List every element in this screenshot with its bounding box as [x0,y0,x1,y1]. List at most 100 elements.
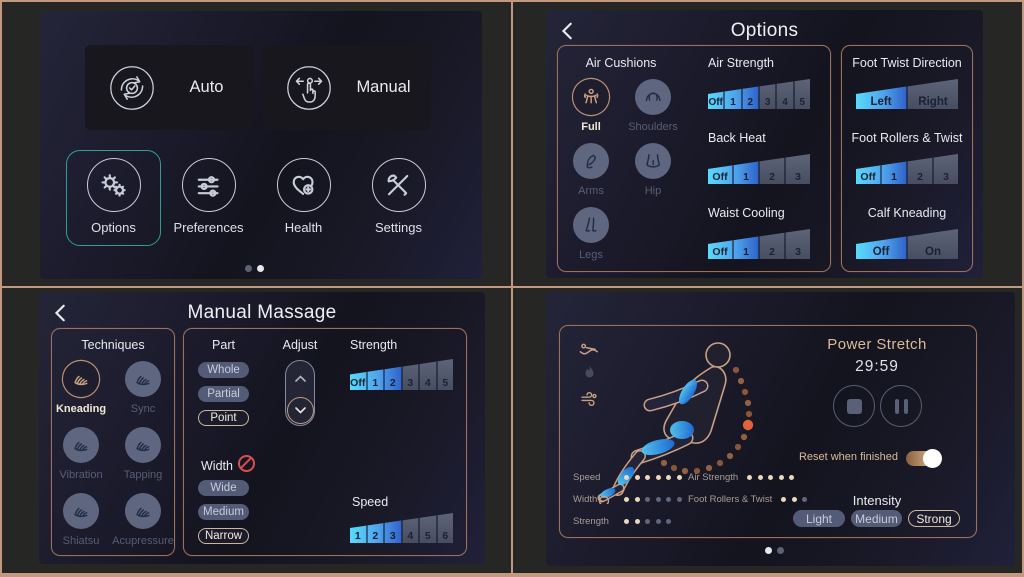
selector-item-label: Acupressure [112,535,174,547]
pause-button[interactable] [880,385,922,427]
slider-segment-2[interactable]: 2 [743,79,760,109]
slider-segment-4[interactable]: 4 [420,359,438,390]
selector-item-full[interactable]: Full [573,79,609,133]
slider-segment-5[interactable]: 5 [799,97,806,108]
slider-segment-2[interactable]: 2 [385,359,403,390]
status-dot-dim [655,496,661,502]
slider-segment-1[interactable]: 1 [725,79,743,109]
slider-segment-off[interactable]: Off [708,79,726,109]
page-title: Options [730,20,799,41]
waist-cooling-slider[interactable]: Off 1 2 3 [708,229,810,259]
air-cushion-selector: Full Shoulders Arms Hip Legs [562,79,682,261]
slider-segment-3[interactable]: 3 [795,171,801,183]
foot-rollers-twist-slider[interactable]: Off 1 2 3 [856,154,958,184]
part-option-point[interactable]: Point [198,410,249,426]
slider-segment-off[interactable]: Off [856,154,882,184]
slider-segment-3[interactable]: 3 [795,246,801,258]
slider-segment-1[interactable]: 1 [350,513,368,543]
arm-icon [573,143,609,179]
manual-settings-panel: Part Whole Partial Point Adjust Strength O… [183,328,467,556]
home-menu-item-options[interactable]: Options [66,150,161,246]
slider-segment-1[interactable]: 1 [882,154,908,184]
selector-item-shiatsu[interactable]: Shiatsu [63,493,99,547]
intensity-option-strong[interactable]: Strong [908,510,960,527]
status-label: Strength [573,515,609,527]
slider-segment-3[interactable]: 3 [760,79,778,109]
width-option-medium[interactable]: Medium [198,504,249,520]
auto-button[interactable]: Auto [85,45,254,130]
part-option-whole[interactable]: Whole [198,362,249,378]
reset-toggle[interactable] [906,449,942,468]
back-heat-slider[interactable]: Off 1 2 3 [708,154,810,184]
power-stretch-panel: Power Stretch 29:59 Reset when finished … [559,325,977,538]
selector-item-legs[interactable]: Legs [573,207,609,261]
home-menu-item-health[interactable]: Health [256,150,351,246]
adjust-up-button[interactable] [286,369,314,387]
selector-item-vibration[interactable]: Vibration [59,427,103,481]
slider-segment-3[interactable]: 3 [943,171,949,183]
foot-twist-direction-slider[interactable]: Left Right [856,79,958,109]
status-dots [624,518,671,524]
slider-segment-6[interactable]: 6 [442,530,449,542]
back-button[interactable] [558,21,578,41]
slider-segment-2[interactable]: 2 [760,229,786,259]
slider-segment-1[interactable]: 1 [734,229,760,259]
back-chevron-icon [558,22,578,45]
slider-segment-4[interactable]: 4 [403,513,420,543]
slider-segment-2[interactable]: 2 [760,154,786,184]
slider-segment-5[interactable]: 5 [420,513,438,543]
slider-segment-off[interactable]: Off [350,359,368,390]
slider-segment-off[interactable]: Off [856,229,908,259]
slider-segment-1[interactable]: 1 [368,359,385,390]
slider-segment-left[interactable]: Left [856,79,908,109]
option-group: Foot Twist Direction Left Right [852,56,962,109]
selector-item-shoulders[interactable]: Shoulders [628,79,678,133]
selector-item-label: Shoulders [628,121,678,133]
selector-item-acupressure[interactable]: Acupressure [112,493,174,547]
adjust-down-button[interactable] [286,396,314,424]
slider-segment-2[interactable]: 2 [368,513,385,543]
manual-button[interactable]: Manual [262,45,431,130]
intensity-option-medium[interactable]: Medium [851,510,902,527]
intensity-option-light[interactable]: Light [793,510,845,527]
slider-segment-4[interactable]: 4 [777,79,795,109]
page-dot-active[interactable] [257,265,264,272]
stop-button[interactable] [833,385,875,427]
selector-item-hip[interactable]: Hip [635,143,671,197]
slider-segment-on[interactable]: On [925,246,941,258]
slider-segment-2[interactable]: 2 [908,154,934,184]
selector-item-arms[interactable]: Arms [573,143,609,197]
selector-item-kneading[interactable]: Kneading [56,361,106,415]
home-menu-item-settings[interactable]: Settings [351,150,446,246]
slider-segment-3[interactable]: 3 [403,359,420,390]
sliders-icon [181,158,236,212]
slider-segment-off[interactable]: Off [708,154,734,184]
slider-segment-1[interactable]: 1 [734,154,760,184]
stretch-screen-cell: Power Stretch 29:59 Reset when finished … [513,288,1022,573]
width-option-wide[interactable]: Wide [198,480,249,496]
option-label: Waist Cooling [708,206,785,220]
status-dot-lit [676,474,682,480]
back-button[interactable] [51,303,71,323]
slider-segment-right[interactable]: Right [918,96,948,108]
width-option-narrow[interactable]: Narrow [198,528,249,544]
full-body-icon [573,79,609,115]
page-dot[interactable] [777,547,784,554]
slider-segment-5[interactable]: 5 [442,377,449,389]
home-menu-item-preferences[interactable]: Preferences [161,150,256,246]
page-dot-active[interactable] [765,547,772,554]
slider-segment-3[interactable]: 3 [385,513,403,543]
kneading-hands-icon [63,361,99,397]
calf-kneading-slider[interactable]: Off On [856,229,958,259]
slider-segment-off[interactable]: Off [708,229,734,259]
status-dot-dim [645,496,650,502]
air-strength-slider[interactable]: Off 1 2 3 4 5 [708,79,810,109]
page-dot[interactable] [245,265,252,272]
selector-item-tapping[interactable]: Tapping [124,427,162,481]
part-option-partial[interactable]: Partial [198,386,249,402]
home-menu: Options Preferences Health Settings [66,150,446,246]
strength-slider[interactable]: Off 1 2 3 4 5 [350,359,453,390]
air-options-panel: Air Cushions Full Shoulders Arms Hip Legs Ai… [557,45,831,272]
selector-item-sync[interactable]: Sync [125,361,161,415]
